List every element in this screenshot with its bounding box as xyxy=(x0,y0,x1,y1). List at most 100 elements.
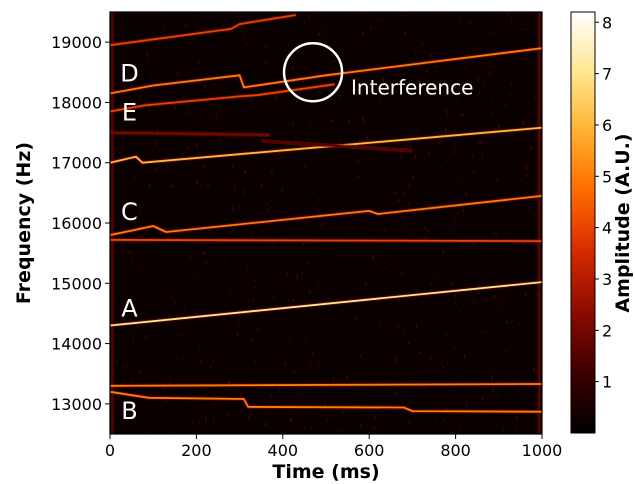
noise-speck xyxy=(172,418,174,421)
noise-speck xyxy=(200,359,202,364)
noise-speck xyxy=(288,144,290,146)
noise-speck xyxy=(227,411,229,416)
noise-speck xyxy=(464,355,466,359)
noise-speck xyxy=(384,229,386,233)
noise-speck xyxy=(410,45,412,48)
y-axis: 13000 14000 15000 16000 17000 18000 19000 xyxy=(51,33,110,414)
noise-speck xyxy=(284,277,287,279)
noise-speck xyxy=(304,165,306,169)
noise-speck xyxy=(460,16,462,20)
noise-speck xyxy=(293,369,295,373)
noise-speck xyxy=(453,129,455,132)
noise-speck xyxy=(352,225,354,230)
noise-speck xyxy=(174,106,176,110)
noise-speck xyxy=(487,126,489,130)
noise-speck xyxy=(309,363,312,368)
noise-speck xyxy=(197,25,199,28)
noise-speck xyxy=(208,127,210,131)
noise-speck xyxy=(218,106,220,109)
noise-speck xyxy=(146,141,149,144)
noise-speck xyxy=(517,165,519,167)
noise-speck xyxy=(292,298,294,303)
noise-speck xyxy=(308,14,310,19)
noise-speck xyxy=(151,13,153,16)
noise-speck xyxy=(414,160,416,162)
noise-speck xyxy=(465,398,467,402)
noise-speck xyxy=(415,227,418,230)
noise-speck xyxy=(493,65,495,68)
noise-speck xyxy=(350,376,352,379)
y-tick-label: 14000 xyxy=(51,335,102,354)
noise-speck xyxy=(174,300,176,304)
noise-speck xyxy=(485,236,487,238)
noise-speck xyxy=(531,110,533,113)
noise-speck xyxy=(228,297,231,300)
noise-speck xyxy=(254,361,257,363)
noise-speck xyxy=(306,422,308,425)
noise-speck xyxy=(178,334,180,337)
noise-speck xyxy=(283,390,285,393)
noise-speck xyxy=(462,114,465,117)
noise-speck xyxy=(496,179,498,182)
noise-speck xyxy=(392,89,394,94)
noise-speck xyxy=(134,316,136,319)
noise-speck xyxy=(426,69,428,73)
noise-speck xyxy=(284,361,286,365)
noise-speck xyxy=(155,223,157,225)
noise-speck xyxy=(235,291,238,293)
noise-speck xyxy=(458,43,461,46)
noise-speck xyxy=(213,417,215,422)
noise-speck xyxy=(334,100,336,104)
noise-speck xyxy=(416,323,418,328)
x-tick-label: 200 xyxy=(181,441,212,460)
noise-speck xyxy=(392,101,394,103)
noise-speck xyxy=(337,243,339,245)
noise-speck xyxy=(232,207,234,210)
noise-speck xyxy=(435,57,437,60)
noise-speck xyxy=(116,248,118,250)
noise-speck xyxy=(464,116,466,118)
trace-label-C: C xyxy=(121,198,138,226)
noise-speck xyxy=(161,218,163,220)
noise-speck xyxy=(209,365,212,368)
noise-speck xyxy=(164,25,166,28)
noise-speck xyxy=(257,88,259,91)
noise-speck xyxy=(457,178,459,183)
noise-speck xyxy=(498,258,500,261)
noise-speck xyxy=(375,244,377,249)
noise-speck xyxy=(527,46,529,50)
noise-speck xyxy=(278,152,280,155)
noise-speck xyxy=(197,296,199,299)
noise-speck xyxy=(119,319,122,324)
noise-speck xyxy=(408,132,411,136)
noise-speck xyxy=(413,337,416,340)
noise-speck xyxy=(130,347,133,351)
noise-speck xyxy=(402,96,404,98)
noise-speck xyxy=(478,114,480,118)
noise-speck xyxy=(430,283,433,286)
edge-stripe-right xyxy=(537,12,541,434)
noise-speck xyxy=(263,157,265,159)
noise-speck xyxy=(522,243,524,246)
noise-speck xyxy=(424,226,426,230)
noise-speck xyxy=(198,342,200,347)
noise-speck xyxy=(494,127,496,132)
x-tick-label: 1000 xyxy=(522,441,563,460)
noise-speck xyxy=(525,98,527,102)
noise-speck xyxy=(465,419,468,422)
noise-speck xyxy=(252,273,254,277)
noise-speck xyxy=(154,317,156,321)
noise-speck xyxy=(476,406,479,409)
noise-speck xyxy=(533,59,535,63)
noise-speck xyxy=(514,152,517,155)
noise-speck xyxy=(172,297,174,300)
noise-speck xyxy=(235,45,238,48)
noise-speck xyxy=(475,389,477,391)
noise-speck xyxy=(474,273,476,275)
noise-speck xyxy=(364,338,367,341)
noise-speck xyxy=(222,350,224,355)
noise-speck xyxy=(481,156,483,160)
noise-speck xyxy=(171,148,173,151)
noise-speck xyxy=(119,150,121,154)
